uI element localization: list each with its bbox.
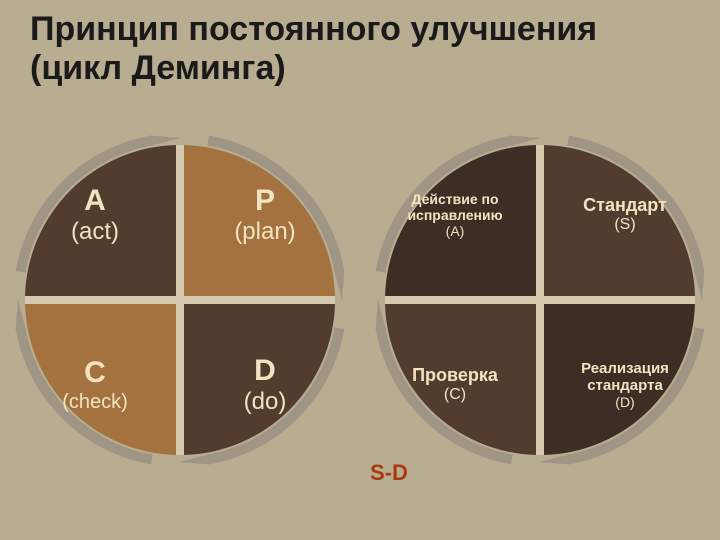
quadrant-main-text: Проверка (412, 365, 498, 386)
quadrant-main-text: P (255, 184, 275, 219)
quadrant-label-tl: A(act) (18, 138, 172, 292)
quadrant-sub-text: (check) (62, 391, 128, 414)
quadrant-sub-text: (D) (615, 394, 634, 410)
slide-title: Принцип постоянного улучшения (цикл Деми… (30, 10, 690, 88)
quadrant-sub-text: (act) (71, 218, 119, 246)
quadrant-main-text: D (254, 354, 276, 389)
quadrant-main-text: Действие по исправлению (378, 191, 532, 223)
quadrant-main-text: A (84, 184, 106, 219)
cycle-sdca: Действие по исправлению(A)Стандарт(S)Про… (370, 130, 710, 470)
slide: Принцип постоянного улучшения (цикл Деми… (0, 0, 720, 540)
quadrant-label-br: Реализация стандарта(D) (548, 308, 702, 462)
quadrant-main-text: Стандарт (583, 195, 667, 216)
quadrant-sub-text: (plan) (234, 218, 295, 246)
quadrant-label-br: D(do) (188, 308, 342, 462)
cycle-pdca: A(act)P(plan)C(check)D(do) (10, 130, 350, 470)
quadrant-label-bl: Проверка(C) (378, 308, 532, 462)
quadrant-sub-text: (C) (444, 386, 466, 404)
quadrant-sub-text: (A) (446, 223, 465, 239)
circles-row: A(act)P(plan)C(check)D(do)Действие по ис… (0, 130, 720, 470)
quadrant-sub-text: (do) (244, 388, 287, 416)
quadrant-label-bl: C(check) (18, 308, 172, 462)
quadrant-label-tl: Действие по исправлению(A) (378, 138, 532, 292)
quadrant-label-tr: Стандарт(S) (548, 138, 702, 292)
quadrant-main-text: Реализация стандарта (548, 360, 702, 395)
quadrant-label-tr: P(plan) (188, 138, 342, 292)
quadrant-sub-text: (S) (614, 216, 635, 234)
bottom-label: S-D (370, 460, 408, 486)
quadrant-main-text: C (84, 356, 106, 391)
